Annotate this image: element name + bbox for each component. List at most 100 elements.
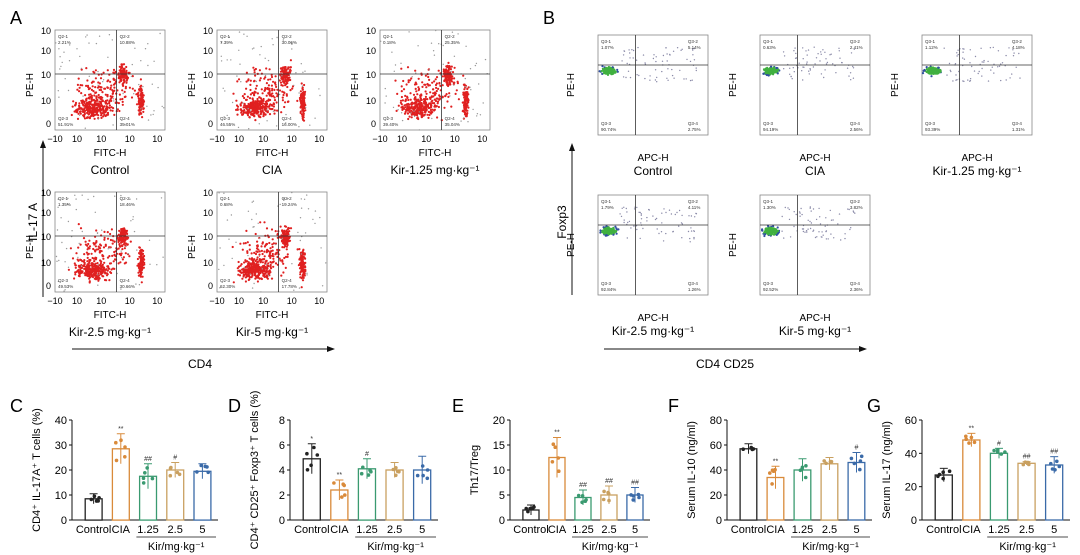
dot bbox=[100, 116, 103, 119]
dot bbox=[432, 50, 435, 52]
dot bbox=[457, 98, 460, 101]
dot bbox=[844, 233, 846, 235]
dot bbox=[800, 207, 802, 210]
dot bbox=[679, 69, 681, 72]
dot bbox=[86, 84, 90, 87]
dot bbox=[56, 229, 59, 231]
quadrant-value: 2.56% bbox=[850, 127, 863, 132]
dot bbox=[253, 282, 255, 285]
dot bbox=[94, 109, 97, 112]
data-point bbox=[305, 468, 310, 472]
y-tick-label: 10 bbox=[203, 232, 213, 242]
dot bbox=[107, 56, 109, 58]
dot bbox=[824, 225, 826, 227]
dot bbox=[442, 44, 444, 47]
dot bbox=[147, 43, 149, 45]
dot bbox=[291, 191, 293, 194]
dot bbox=[424, 74, 427, 77]
dot bbox=[140, 84, 143, 87]
dot bbox=[248, 257, 251, 260]
dot bbox=[94, 86, 97, 89]
dot bbox=[300, 63, 302, 65]
quadrant-id: Q2-1 bbox=[220, 34, 231, 39]
dot bbox=[997, 66, 999, 68]
dot bbox=[403, 112, 407, 115]
dot bbox=[302, 261, 305, 264]
dot bbox=[409, 98, 412, 101]
dot bbox=[299, 258, 303, 261]
dot bbox=[248, 268, 252, 271]
dot bbox=[803, 66, 805, 69]
dot bbox=[265, 94, 268, 97]
dot bbox=[137, 266, 140, 269]
dot bbox=[246, 250, 249, 253]
dot bbox=[281, 259, 284, 262]
dot bbox=[138, 112, 141, 115]
dot bbox=[417, 45, 419, 47]
dot bbox=[268, 269, 271, 272]
dot bbox=[264, 87, 267, 90]
dot bbox=[139, 249, 142, 252]
dot bbox=[264, 266, 267, 269]
dot bbox=[629, 76, 632, 79]
dot bbox=[269, 247, 272, 250]
dot bbox=[462, 74, 465, 77]
dot bbox=[802, 228, 805, 230]
dot bbox=[238, 270, 242, 273]
dot bbox=[464, 92, 467, 95]
dot bbox=[693, 47, 695, 50]
quadrant-id: Q2-2 bbox=[445, 34, 456, 39]
dot bbox=[1009, 77, 1011, 79]
dot bbox=[637, 46, 639, 49]
dot bbox=[242, 242, 245, 245]
dot bbox=[92, 99, 95, 102]
dot bbox=[253, 79, 256, 82]
dot bbox=[273, 112, 276, 115]
dot bbox=[626, 211, 628, 213]
quadrant-id: Q3-2 bbox=[1012, 39, 1023, 44]
scatter-dots bbox=[220, 31, 321, 130]
dot bbox=[232, 92, 235, 95]
dot bbox=[806, 231, 808, 233]
dot bbox=[275, 85, 278, 88]
dot bbox=[304, 257, 307, 260]
dot bbox=[267, 59, 270, 62]
dot bbox=[451, 77, 454, 80]
dot bbox=[993, 72, 995, 74]
dot bbox=[304, 232, 307, 234]
dot bbox=[83, 104, 86, 107]
dot bbox=[106, 269, 109, 272]
dot bbox=[300, 286, 303, 289]
dot bbox=[415, 72, 417, 74]
dot bbox=[820, 51, 822, 53]
dot bbox=[252, 200, 255, 202]
dot bbox=[439, 97, 442, 100]
y-tick-label: 10 bbox=[366, 26, 376, 36]
dot bbox=[838, 213, 841, 215]
dot bbox=[789, 73, 791, 76]
dot bbox=[983, 59, 985, 62]
dot bbox=[691, 79, 693, 81]
dot bbox=[256, 240, 259, 243]
plot-caption: Kir-2.5 mg·kg⁻¹ bbox=[69, 325, 151, 339]
dot bbox=[291, 43, 293, 45]
dot bbox=[262, 99, 265, 102]
quadrant-value: 1.79% bbox=[601, 205, 614, 210]
dot bbox=[447, 65, 450, 68]
dot bbox=[247, 261, 250, 264]
dot bbox=[228, 36, 230, 38]
dot bbox=[272, 110, 275, 113]
dot bbox=[132, 216, 134, 218]
dot bbox=[461, 110, 464, 113]
dot bbox=[763, 234, 766, 238]
dot bbox=[407, 81, 410, 84]
dot bbox=[130, 75, 133, 78]
dot bbox=[105, 113, 109, 116]
dot bbox=[1011, 73, 1013, 75]
dot bbox=[77, 269, 80, 272]
dot bbox=[118, 65, 121, 68]
dot bbox=[438, 95, 442, 98]
dot bbox=[606, 226, 609, 230]
panel-a-plot-4: FITC-HPE-H−10 10 10 10 10101010100Q2-10.68%Q… bbox=[187, 188, 328, 339]
dot bbox=[612, 70, 615, 73]
